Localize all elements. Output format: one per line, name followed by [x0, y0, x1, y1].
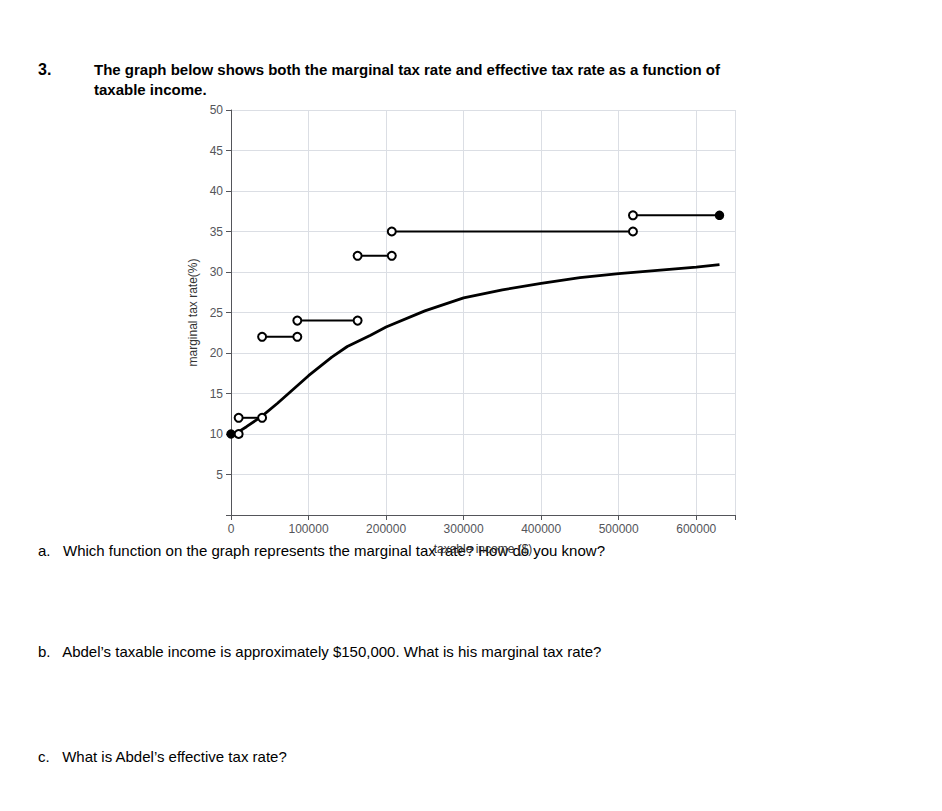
- svg-text:50: 50: [210, 103, 224, 117]
- svg-text:c. What is Abdel’s effective: c. What is Abdel’s effective tax rate?: [38, 748, 287, 765]
- svg-text:b. Abdel’s taxable income is: b. Abdel’s taxable income is approximate…: [38, 643, 601, 660]
- svg-text:5: 5: [216, 468, 223, 482]
- svg-text:40: 40: [210, 184, 224, 198]
- svg-text:25: 25: [210, 306, 224, 320]
- svg-text:35: 35: [210, 225, 224, 239]
- svg-text:600000: 600000: [676, 522, 716, 536]
- svg-text:taxable income.: taxable income.: [94, 81, 207, 98]
- svg-text:200000: 200000: [366, 522, 406, 536]
- svg-text:20: 20: [210, 346, 224, 360]
- svg-text:marginal tax rate(%): marginal tax rate(%): [186, 258, 200, 366]
- svg-text:3.: 3.: [38, 61, 51, 78]
- svg-text:taxable income ($): taxable income ($): [434, 542, 533, 556]
- svg-text:30: 30: [210, 265, 224, 279]
- svg-text:0: 0: [228, 522, 235, 536]
- svg-text:100000: 100000: [289, 522, 329, 536]
- svg-text:10: 10: [210, 427, 224, 441]
- svg-text:45: 45: [210, 144, 224, 158]
- svg-text:400000: 400000: [521, 522, 561, 536]
- svg-text:300000: 300000: [444, 522, 484, 536]
- svg-text:500000: 500000: [599, 522, 639, 536]
- svg-text:The graph below shows both the: The graph below shows both the marginal …: [94, 61, 721, 78]
- svg-text:a. Which function on the gra: a. Which function on the graph represent…: [38, 542, 605, 559]
- svg-text:15: 15: [210, 387, 224, 401]
